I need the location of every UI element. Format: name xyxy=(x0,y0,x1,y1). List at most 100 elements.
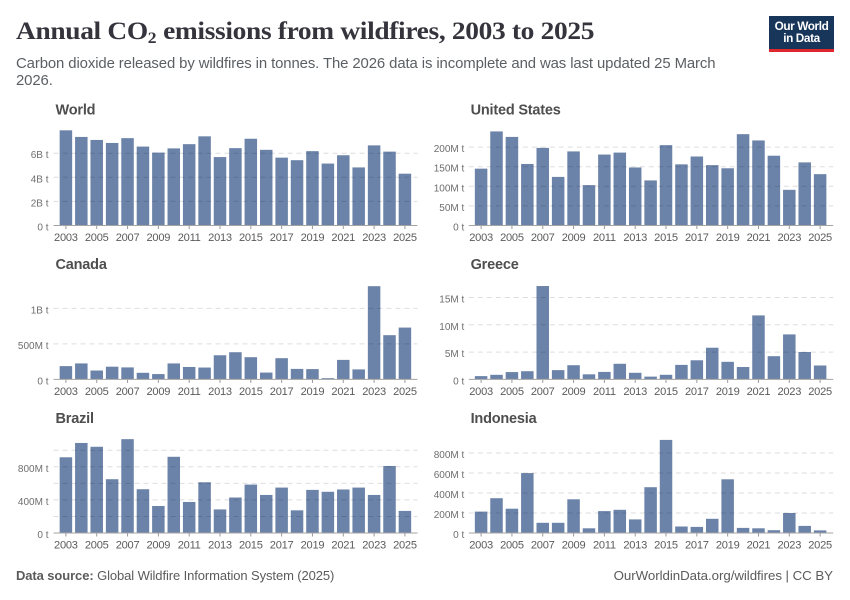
svg-text:800M t: 800M t xyxy=(18,464,49,475)
svg-text:2021: 2021 xyxy=(331,540,355,552)
svg-text:2023: 2023 xyxy=(362,232,386,244)
svg-text:2025: 2025 xyxy=(808,386,832,398)
svg-text:2019: 2019 xyxy=(301,232,325,244)
svg-text:2011: 2011 xyxy=(178,232,201,244)
svg-text:600M t: 600M t xyxy=(434,470,465,481)
svg-text:2005: 2005 xyxy=(85,232,109,244)
svg-text:2019: 2019 xyxy=(716,386,740,398)
svg-text:2009: 2009 xyxy=(147,386,171,398)
svg-text:0 t: 0 t xyxy=(37,530,48,541)
svg-text:2011: 2011 xyxy=(593,386,616,398)
svg-text:2009: 2009 xyxy=(147,232,171,244)
svg-text:2005: 2005 xyxy=(500,386,524,398)
svg-text:2017: 2017 xyxy=(270,540,294,552)
svg-text:2023: 2023 xyxy=(362,540,386,552)
svg-text:2017: 2017 xyxy=(270,232,294,244)
svg-text:4B t: 4B t xyxy=(31,174,49,185)
svg-text:0 t: 0 t xyxy=(37,376,48,387)
svg-text:2019: 2019 xyxy=(716,540,740,552)
svg-text:2021: 2021 xyxy=(747,232,771,244)
svg-text:2019: 2019 xyxy=(301,386,325,398)
svg-text:United States: United States xyxy=(471,103,561,119)
svg-text:2003: 2003 xyxy=(54,540,78,552)
svg-text:2017: 2017 xyxy=(270,386,294,398)
svg-text:2021: 2021 xyxy=(331,386,355,398)
svg-text:2015: 2015 xyxy=(239,232,263,244)
svg-text:50M t: 50M t xyxy=(439,203,464,214)
svg-text:Greece: Greece xyxy=(471,257,519,273)
svg-text:2013: 2013 xyxy=(208,540,232,552)
svg-text:2015: 2015 xyxy=(239,386,263,398)
svg-text:2011: 2011 xyxy=(593,540,616,552)
svg-text:2007: 2007 xyxy=(531,386,555,398)
svg-text:2005: 2005 xyxy=(500,540,524,552)
svg-text:2025: 2025 xyxy=(393,232,417,244)
svg-text:2013: 2013 xyxy=(623,232,647,244)
svg-text:0 t: 0 t xyxy=(453,376,464,387)
svg-text:2003: 2003 xyxy=(469,386,493,398)
svg-text:2021: 2021 xyxy=(747,386,771,398)
svg-text:0 t: 0 t xyxy=(453,223,464,234)
svg-text:2007: 2007 xyxy=(116,232,140,244)
svg-text:2007: 2007 xyxy=(116,540,140,552)
svg-text:2003: 2003 xyxy=(54,232,78,244)
svg-text:2015: 2015 xyxy=(654,386,678,398)
svg-text:2003: 2003 xyxy=(54,386,78,398)
svg-text:2015: 2015 xyxy=(654,540,678,552)
svg-text:2009: 2009 xyxy=(562,232,586,244)
svg-text:2023: 2023 xyxy=(362,386,386,398)
svg-text:2013: 2013 xyxy=(208,232,232,244)
svg-text:200M t: 200M t xyxy=(434,144,465,155)
svg-text:500M t: 500M t xyxy=(18,341,49,352)
svg-text:2011: 2011 xyxy=(593,232,616,244)
svg-text:10M t: 10M t xyxy=(439,322,464,333)
svg-text:2017: 2017 xyxy=(685,232,709,244)
svg-text:2025: 2025 xyxy=(393,386,417,398)
svg-text:2013: 2013 xyxy=(623,540,647,552)
svg-text:2025: 2025 xyxy=(393,540,417,552)
svg-text:2009: 2009 xyxy=(562,386,586,398)
svg-text:1B t: 1B t xyxy=(31,305,49,316)
svg-text:2015: 2015 xyxy=(654,232,678,244)
svg-text:100M t: 100M t xyxy=(434,183,465,194)
svg-text:400M t: 400M t xyxy=(434,490,465,501)
svg-text:5M t: 5M t xyxy=(445,349,465,360)
svg-text:2013: 2013 xyxy=(208,386,232,398)
svg-text:Brazil: Brazil xyxy=(56,411,94,427)
svg-text:2009: 2009 xyxy=(147,540,171,552)
svg-text:2025: 2025 xyxy=(808,232,832,244)
svg-text:2017: 2017 xyxy=(685,540,709,552)
svg-text:150M t: 150M t xyxy=(434,164,465,175)
svg-text:2021: 2021 xyxy=(331,232,355,244)
svg-text:2007: 2007 xyxy=(531,540,555,552)
svg-text:2015: 2015 xyxy=(239,540,263,552)
svg-text:2019: 2019 xyxy=(301,540,325,552)
svg-text:Indonesia: Indonesia xyxy=(471,411,538,427)
svg-text:2021: 2021 xyxy=(747,540,771,552)
svg-text:2003: 2003 xyxy=(469,540,493,552)
svg-text:2005: 2005 xyxy=(500,232,524,244)
svg-text:2007: 2007 xyxy=(116,386,140,398)
svg-text:2025: 2025 xyxy=(808,540,832,552)
svg-text:2007: 2007 xyxy=(531,232,555,244)
svg-text:2011: 2011 xyxy=(178,386,201,398)
svg-text:2011: 2011 xyxy=(178,540,201,552)
svg-text:800M t: 800M t xyxy=(434,450,465,461)
svg-text:2003: 2003 xyxy=(469,232,493,244)
svg-text:200M t: 200M t xyxy=(434,510,465,521)
svg-text:2009: 2009 xyxy=(562,540,586,552)
svg-text:2013: 2013 xyxy=(623,386,647,398)
svg-text:2023: 2023 xyxy=(777,540,801,552)
svg-text:Canada: Canada xyxy=(56,257,108,273)
svg-text:6B t: 6B t xyxy=(31,150,49,161)
svg-text:400M t: 400M t xyxy=(18,497,49,508)
svg-text:2019: 2019 xyxy=(716,232,740,244)
svg-text:2005: 2005 xyxy=(85,386,109,398)
svg-text:2005: 2005 xyxy=(85,540,109,552)
svg-text:2017: 2017 xyxy=(685,386,709,398)
svg-text:2B t: 2B t xyxy=(31,198,49,209)
svg-text:2023: 2023 xyxy=(777,232,801,244)
svg-text:World: World xyxy=(56,103,96,119)
svg-text:0 t: 0 t xyxy=(453,530,464,541)
svg-text:0 t: 0 t xyxy=(37,223,48,234)
